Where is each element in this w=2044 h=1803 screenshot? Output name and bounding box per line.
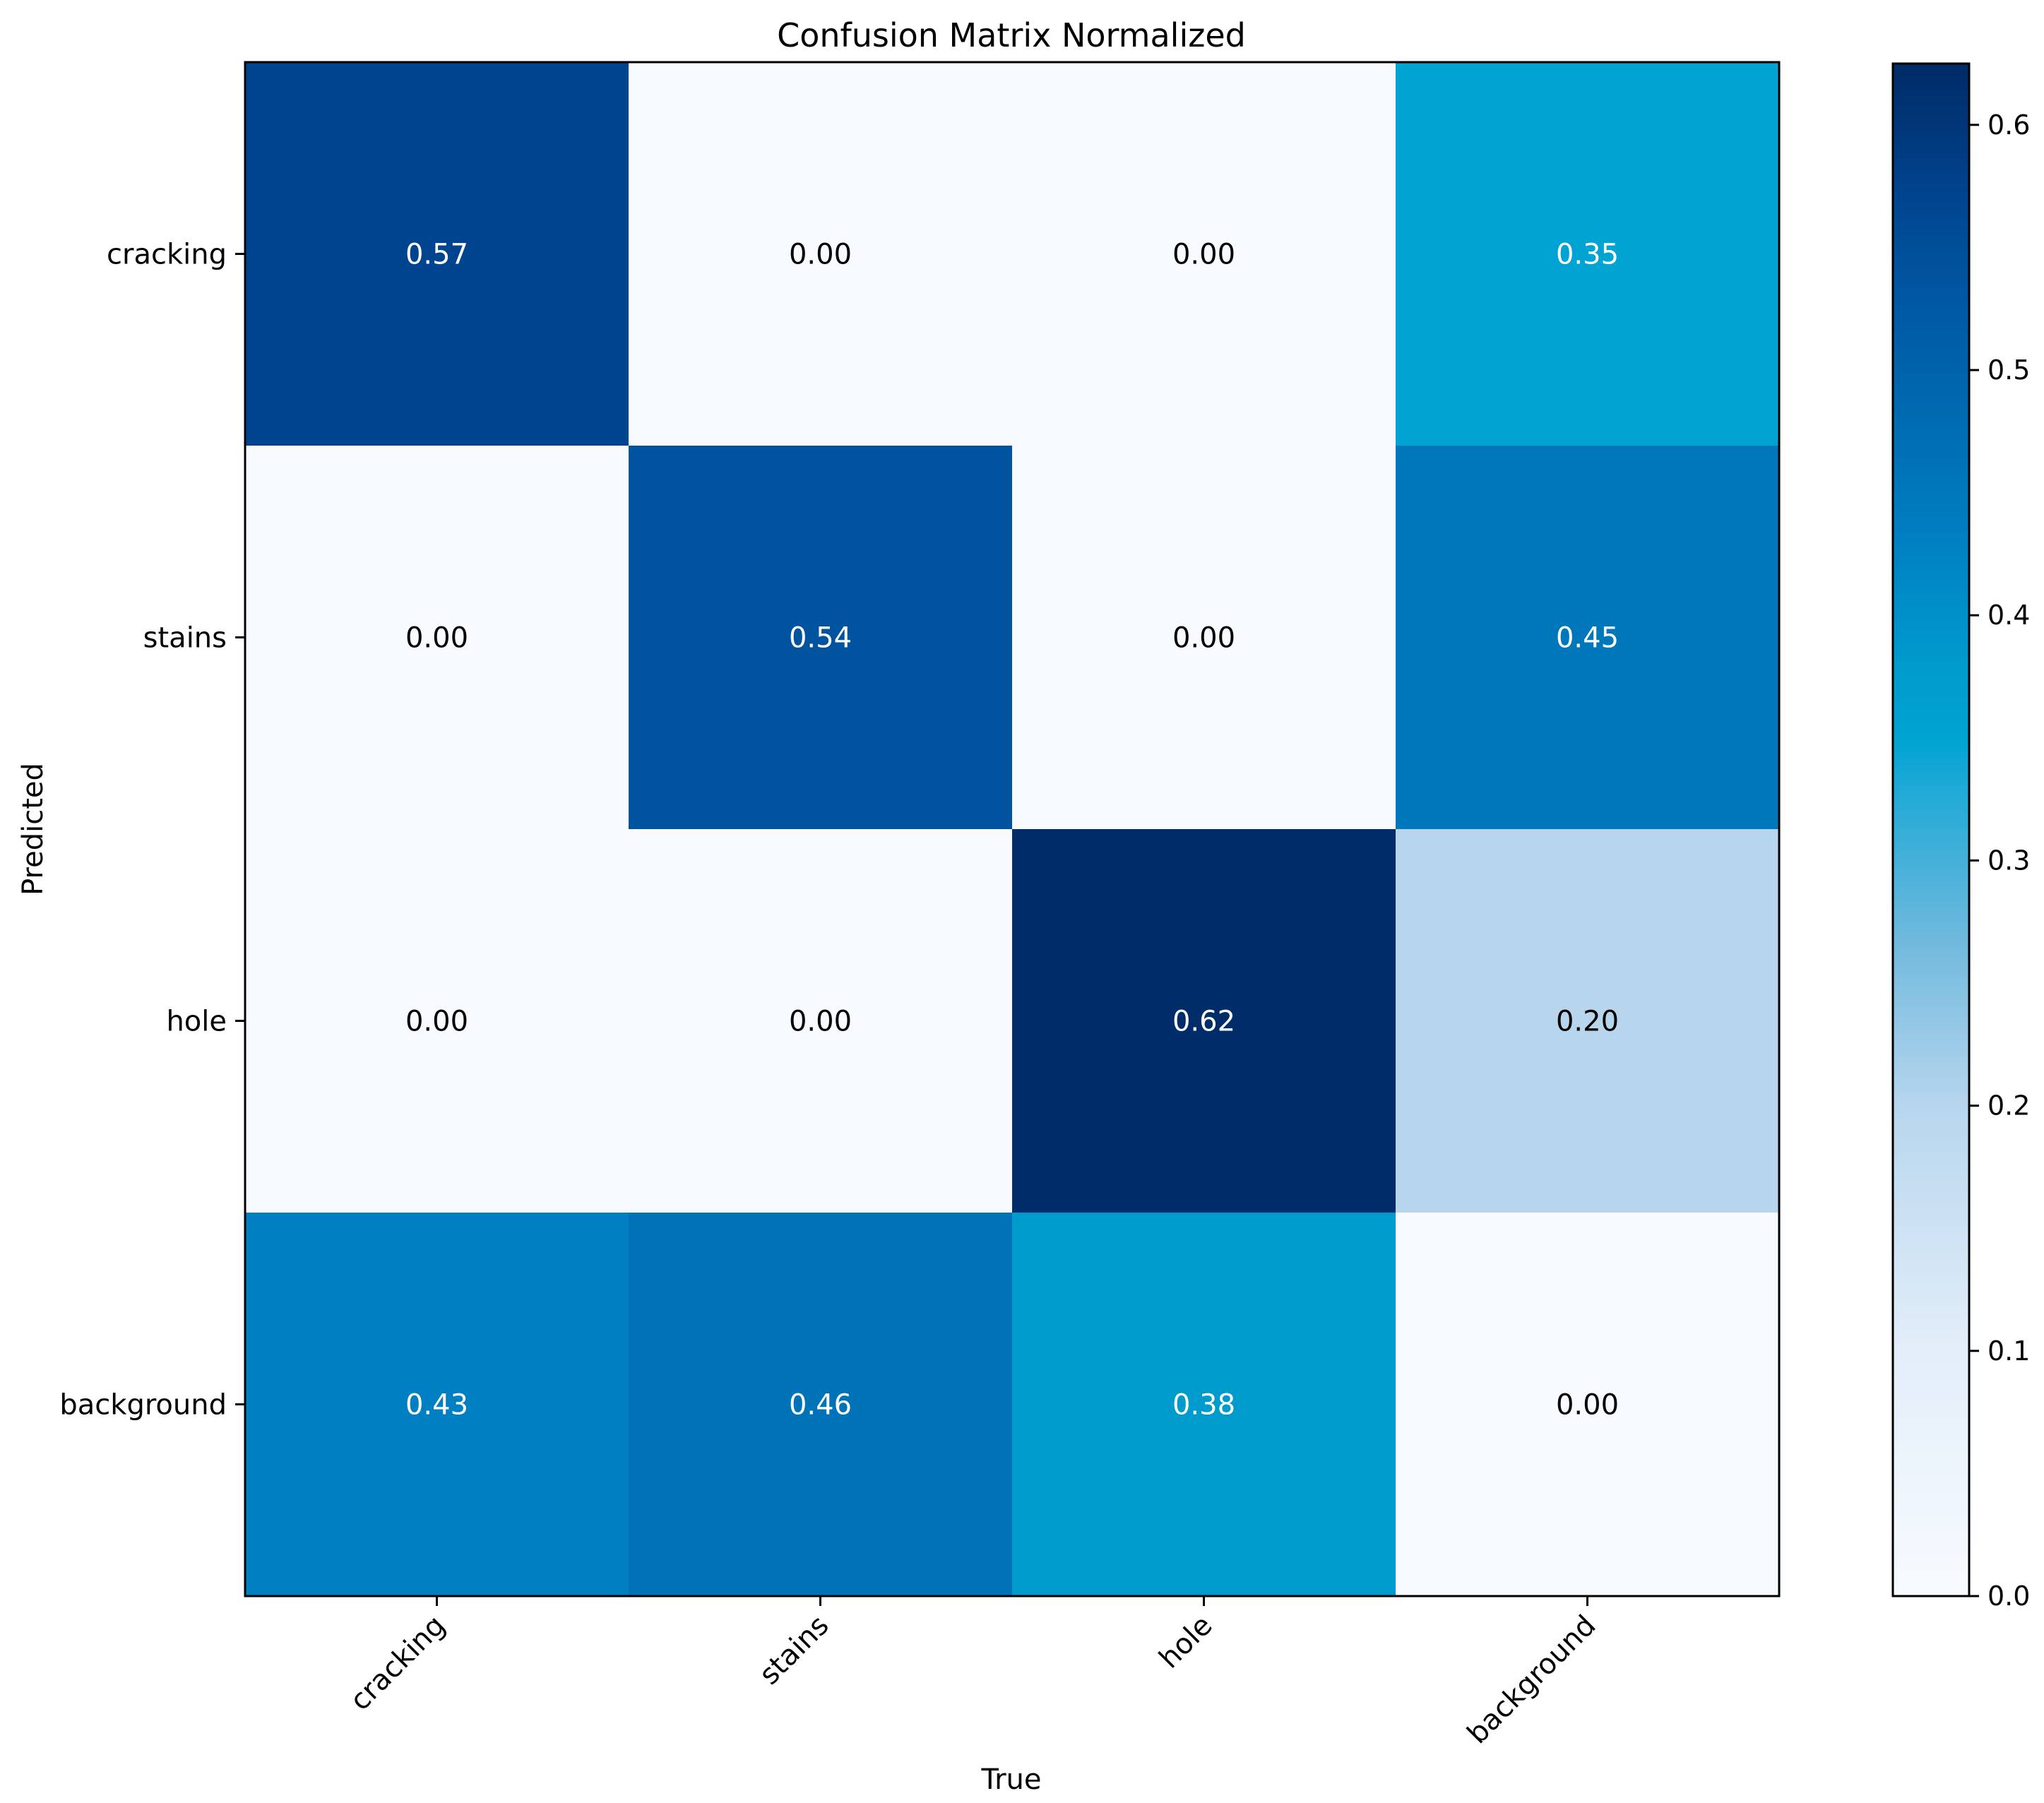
cell-value-label: 0.38 <box>1172 1389 1235 1422</box>
heatmap-cell-labels: 0.57 0.00 0.00 0.35 0.00 0.54 0.00 0.45 0.00 0.00… <box>405 239 1619 1422</box>
heatmap-cell-background-cracking <box>245 1213 629 1597</box>
heatmap-cell-stains-background <box>1396 446 1780 830</box>
colorbar-tick-label: 0.6 <box>1987 109 2030 141</box>
plot-frame <box>244 61 1781 1597</box>
cell-value-label: 0.00 <box>1172 239 1235 271</box>
y-axis-ticks: cracking stains hole background <box>59 239 245 1422</box>
heatmap-cell-cracking-cracking <box>245 62 629 446</box>
cell-value-label: 0.45 <box>1556 622 1619 655</box>
colorbar-tick-label: 0.3 <box>1987 845 2030 876</box>
cell-value-label: 0.00 <box>1172 622 1235 655</box>
x-axis-label: True <box>981 1763 1042 1796</box>
x-tick-label-hole: hole <box>1153 1609 1219 1675</box>
heatmap-cell-background-hole <box>1012 1213 1396 1597</box>
heatmap-cell-hole-background <box>1396 829 1780 1213</box>
cell-value-label: 0.00 <box>1556 1389 1619 1422</box>
y-tick-label-stains: stains <box>143 622 227 655</box>
heatmap-cell-cracking-stains <box>629 62 1013 446</box>
chart-title: Confusion Matrix Normalized <box>777 16 1246 54</box>
heatmap-cell-cracking-hole <box>1012 62 1396 446</box>
x-tick-label-cracking: cracking <box>344 1609 452 1718</box>
cell-value-label: 0.35 <box>1556 239 1619 271</box>
heatmap-cell-background-stains <box>629 1213 1013 1597</box>
colorbar-tick-label: 0.1 <box>1987 1335 2030 1367</box>
colorbar-scale <box>1891 62 1971 1597</box>
y-tick-label-hole: hole <box>166 1006 227 1038</box>
heatmap-cell-hole-stains <box>629 829 1013 1213</box>
colorbar-tick-label: 0.2 <box>1987 1090 2030 1121</box>
colorbar-tick-label: 0.5 <box>1987 355 2030 386</box>
cell-value-label: 0.62 <box>1172 1006 1235 1038</box>
colorbar-tick-label: 0.4 <box>1987 600 2030 631</box>
heatmap-cell-background-background <box>1396 1213 1780 1597</box>
cell-value-label: 0.20 <box>1556 1006 1619 1038</box>
heatmap-cell-stains-cracking <box>245 446 629 830</box>
cell-value-label: 0.00 <box>405 622 468 655</box>
cell-value-label: 0.00 <box>789 239 852 271</box>
y-tick-label-background: background <box>59 1389 227 1422</box>
cell-value-label: 0.54 <box>789 622 852 655</box>
colorbar-tick-label: 0.0 <box>1987 1581 2030 1612</box>
heatmap-cells <box>245 62 1780 1597</box>
y-axis-label: Predicted <box>17 763 49 895</box>
x-tick-label-stains: stains <box>753 1609 835 1691</box>
y-tick-label-cracking: cracking <box>107 239 227 271</box>
cell-value-label: 0.46 <box>789 1389 852 1422</box>
cell-value-label: 0.43 <box>405 1389 468 1422</box>
x-tick-label-background: background <box>1461 1609 1603 1751</box>
cell-value-label: 0.00 <box>789 1006 852 1038</box>
heatmap-cell-stains-hole <box>1012 446 1396 830</box>
colorbar-ticks: 0.0 0.1 0.2 0.3 0.4 0.5 0.6 <box>1969 109 2030 1612</box>
colorbar: 0.0 0.1 0.2 0.3 0.4 0.5 0.6 <box>1891 62 2030 1612</box>
heatmap-cell-cracking-background <box>1396 62 1780 446</box>
x-axis-ticks: cracking stains hole background <box>344 1596 1603 1750</box>
cell-value-label: 0.00 <box>405 1006 468 1038</box>
heatmap-cell-hole-cracking <box>245 829 629 1213</box>
heatmap-cell-hole-hole <box>1012 829 1396 1213</box>
heatmap-cell-stains-stains <box>629 446 1013 830</box>
cell-value-label: 0.57 <box>405 239 468 271</box>
